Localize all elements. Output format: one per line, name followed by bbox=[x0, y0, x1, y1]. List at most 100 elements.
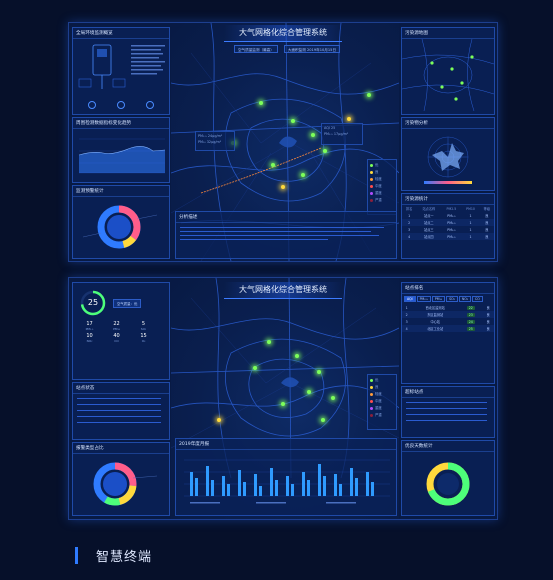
monitor-station-marker[interactable] bbox=[323, 149, 327, 153]
info-item: 空气质量监测（最高） bbox=[233, 45, 278, 53]
good-days-donut-chart bbox=[426, 462, 470, 506]
table-header: PM2.5 bbox=[446, 206, 457, 211]
dashboard-screen-1: PM₂.₅ 24μg/m³ PM₁₀ 32μg/m³ AQI 25 PM₂.₅ … bbox=[68, 22, 498, 262]
monitor-station-marker[interactable] bbox=[295, 354, 299, 358]
monitor-station-marker[interactable] bbox=[317, 370, 321, 374]
device-illustration bbox=[78, 44, 165, 89]
pollutant-tabs: AQI PM₂.₅ PM₁₀ SO₂ NO₂ CO bbox=[402, 294, 494, 304]
wind-rose-chart bbox=[424, 136, 472, 184]
alert-station-marker[interactable] bbox=[281, 185, 285, 189]
page-title: 大气网格化综合管理系统 bbox=[224, 282, 342, 299]
station-status-lines bbox=[73, 394, 169, 426]
tab-co[interactable]: CO bbox=[472, 296, 483, 302]
environment-overview-panel: 全局环境监测概览 bbox=[72, 27, 170, 115]
alert-station-marker[interactable] bbox=[217, 418, 221, 422]
status-icons-row bbox=[73, 101, 169, 109]
panel-title: 监测预警统计 bbox=[73, 186, 169, 197]
monitor-station-marker[interactable] bbox=[271, 163, 275, 167]
table-header: 站点名称 bbox=[422, 207, 436, 211]
pollutant-stat: 17 PM₂.₅ bbox=[85, 321, 94, 331]
info-item: 大面积监测 2019年10月15日 bbox=[283, 45, 341, 53]
station-ranking-table: 1 西北区监测站 22 良 2 东区监测站 23 良 3 中心站 24 良 4 … bbox=[402, 304, 494, 332]
monthly-bar-chart bbox=[184, 459, 390, 504]
air-quality-panel: 25 空气质量：优 17 PM₂.₅ 22 PM₁₀ 5 SO₂ 10 NO₂ 40 CO… bbox=[72, 282, 170, 380]
monitor-station-marker[interactable] bbox=[301, 173, 305, 177]
station-status-panel: 站点状态 bbox=[72, 382, 170, 440]
panel-title: 周围检测数据指标变化趋势 bbox=[73, 118, 169, 129]
monitor-station-marker[interactable] bbox=[321, 418, 325, 422]
monitor-station-marker[interactable] bbox=[253, 366, 257, 370]
table-row[interactable]: 2 站点二 PM₂.₅ 1 良 bbox=[402, 219, 494, 226]
monitor-station-marker[interactable] bbox=[331, 396, 335, 400]
alert-station-marker[interactable] bbox=[347, 117, 351, 121]
panel-title: 全局环境监测概览 bbox=[73, 28, 169, 39]
trend-area-chart bbox=[78, 138, 166, 174]
pollutant-grid: 17 PM₂.₅ 22 PM₁₀ 5 SO₂ 10 NO₂ 40 CO 15 O₃ bbox=[73, 319, 169, 343]
tab-no2[interactable]: NO₂ bbox=[458, 296, 472, 302]
tab-so2[interactable]: SO₂ bbox=[446, 296, 458, 302]
pollutant-stat: 10 NO₂ bbox=[86, 333, 93, 343]
monitor-station-marker[interactable] bbox=[311, 133, 315, 137]
station-ranking-table: 排名 站点名称 PM2.5 PM10 等级 1 站点一 PM₂.₅ 1 良 2 … bbox=[402, 205, 494, 240]
panel-title: 污染源地图 bbox=[402, 28, 494, 39]
panel-title: 分析描述 bbox=[176, 212, 396, 223]
table-row[interactable]: 4 北区工业站 25 良 bbox=[402, 325, 494, 332]
warning-stats-panel: 监测预警统计 bbox=[72, 185, 170, 259]
table-row[interactable]: 2 东区监测站 23 良 bbox=[402, 311, 494, 318]
tab-pm10[interactable]: PM₁₀ bbox=[431, 296, 446, 302]
mini-map[interactable] bbox=[401, 38, 495, 112]
network-icon bbox=[146, 101, 155, 109]
table-row[interactable]: 3 站点三 PM₂.₅ 1 良 bbox=[408, 227, 489, 233]
monitor-station-marker[interactable] bbox=[281, 402, 285, 406]
table-header: PM10 bbox=[466, 206, 475, 211]
dashboard-screen-2: 优 良 轻度 中度 重度 严重 大气网格化综合管理系统 25 空气质量：优 17… bbox=[68, 277, 498, 520]
air-quality-status-button[interactable]: 空气质量：优 bbox=[113, 298, 142, 308]
pollutant-stat: 40 CO bbox=[113, 333, 120, 343]
aqi-gauge: 25 bbox=[79, 289, 107, 317]
table-header: 排名 bbox=[405, 207, 413, 211]
monitor-station-marker[interactable] bbox=[307, 390, 311, 394]
panel-title: 站点状态 bbox=[73, 383, 169, 394]
power-icon bbox=[116, 101, 125, 109]
pollutant-stat: 22 PM₁₀ bbox=[113, 321, 120, 331]
analysis-panel: 分析描述 bbox=[175, 211, 397, 259]
monitor-station-marker[interactable] bbox=[267, 340, 271, 344]
panel-title: 污染物分析 bbox=[402, 118, 494, 129]
warning-donut-chart bbox=[82, 205, 158, 249]
table-row[interactable]: 3 中心站 24 良 bbox=[405, 319, 490, 324]
monitor-station-marker[interactable] bbox=[291, 119, 295, 123]
exceed-station-lines bbox=[402, 398, 494, 424]
aqi-row: 25 空气质量：优 bbox=[73, 283, 169, 319]
trend-panel: 周围检测数据指标变化趋势 bbox=[72, 117, 170, 183]
info-strip: 空气质量监测（最高） 大面积监测 2019年10月15日 bbox=[197, 45, 377, 53]
table-row[interactable]: 1 西北区监测站 22 良 bbox=[405, 305, 490, 310]
tab-aqi[interactable]: AQI bbox=[404, 296, 416, 302]
pollutant-analysis-panel: 污染物分析 bbox=[401, 117, 495, 191]
good-days-panel: 优良天数统计 bbox=[401, 440, 495, 516]
pollutant-stat: 15 O₃ bbox=[140, 333, 147, 343]
table-row[interactable]: 1 站点一 PM₂.₅ 1 良 bbox=[408, 213, 489, 219]
map-legend: 优 良 轻度 中度 重度 严重 bbox=[367, 159, 397, 215]
aqi-value: 25 bbox=[87, 298, 99, 307]
monitor-station-marker[interactable] bbox=[367, 93, 371, 97]
alarm-type-panel: 报警类型占比 bbox=[72, 442, 170, 516]
analysis-text-lines bbox=[176, 223, 396, 243]
table-header: 等级 bbox=[483, 207, 491, 211]
tab-pm25[interactable]: PM₂.₅ bbox=[416, 296, 431, 302]
table-row[interactable]: 4 站点四 PM₂.₅ 1 良 bbox=[402, 233, 494, 240]
station-popup: PM₂.₅ 24μg/m³ PM₁₀ 32μg/m³ bbox=[195, 131, 235, 151]
map-legend: 优 良 轻度 中度 重度 严重 bbox=[367, 374, 397, 430]
pollution-source-stats-panel: 污染源统计 排名 站点名称 PM2.5 PM10 等级 1 站点一 PM₂.₅ … bbox=[401, 193, 495, 259]
panel-title: 超标站点 bbox=[402, 387, 494, 398]
footer-label: 智慧终端 bbox=[96, 550, 153, 565]
monthly-report-panel: 2019年度月报 bbox=[175, 438, 397, 516]
footer-accent-bar bbox=[75, 547, 78, 564]
pollution-map-panel: 污染源地图 bbox=[401, 27, 495, 115]
pollutant-stat: 5 SO₂ bbox=[140, 321, 147, 331]
panel-title: 优良天数统计 bbox=[402, 441, 494, 452]
panel-title: 报警类型占比 bbox=[73, 443, 169, 454]
panel-title: 污染源统计 bbox=[402, 194, 494, 205]
monitor-station-marker[interactable] bbox=[259, 101, 263, 105]
exceed-stations-panel: 超标站点 bbox=[401, 386, 495, 438]
signal-icon bbox=[87, 101, 96, 109]
